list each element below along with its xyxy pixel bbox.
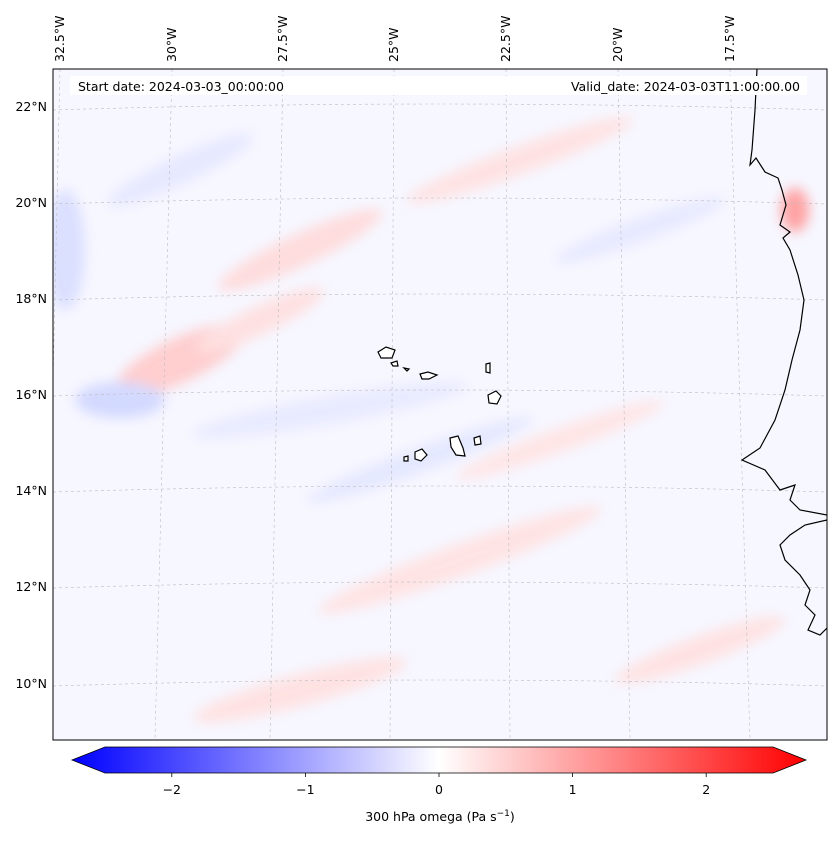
island-boa-vista (487, 390, 502, 405)
lon-label: 20°W (610, 27, 625, 62)
island-sao-nicolau (419, 371, 439, 380)
lat-label: 10°N (15, 676, 47, 691)
longitude-labels: 32.5°W 30°W 27.5°W 25°W 22.5°W 20°W 17.5… (52, 16, 737, 62)
lat-label: 18°N (15, 291, 47, 306)
lon-label: 22.5°W (498, 16, 513, 62)
date-banner (70, 76, 807, 95)
lon-label: 30°W (164, 27, 179, 62)
island-santa-luzia (402, 367, 411, 372)
lat-label: 16°N (15, 387, 47, 402)
valid-date-label: Valid_date: 2024-03-03T11:00:00.00 (571, 79, 800, 94)
lon-label: 32.5°W (52, 16, 67, 62)
island-sao-vicente (390, 360, 399, 367)
colorbar-tick-label: −1 (296, 782, 314, 797)
lat-label: 22°N (15, 99, 47, 114)
west-africa-coastline (740, 69, 827, 636)
colorbar: −2 −1 0 1 2 300 hPa omega (Pa s−1) (70, 746, 808, 824)
lon-label: 27.5°W (275, 16, 290, 62)
graticule (53, 69, 827, 740)
island-sal (485, 362, 491, 374)
colorbar-bar (70, 746, 808, 774)
colorbar-tick-label: 1 (569, 782, 577, 797)
colorbar-tick-label: 2 (702, 782, 710, 797)
map-frame (52, 68, 828, 741)
omega-field (53, 69, 827, 740)
latitude-labels: 22°N 20°N 18°N 16°N 14°N 12°N 10°N (15, 99, 47, 691)
lon-label: 25°W (386, 27, 401, 62)
lat-label: 12°N (15, 579, 47, 594)
lon-label: 17.5°W (722, 16, 737, 62)
island-fogo (414, 448, 428, 462)
lat-label: 14°N (15, 483, 47, 498)
island-santiago (449, 435, 466, 457)
cabo-verde-islands (377, 346, 502, 462)
colorbar-tick-label: −2 (163, 782, 181, 797)
start-date-label: Start date: 2024-03-03_00:00:00 (78, 79, 284, 94)
colorbar-label: 300 hPa omega (Pa s−1) (365, 809, 515, 824)
island-santo-antao (377, 346, 396, 359)
island-maio (473, 435, 482, 446)
lat-label: 20°N (15, 195, 47, 210)
island-brava (403, 455, 409, 462)
colorbar-tick-label: 0 (435, 782, 443, 797)
